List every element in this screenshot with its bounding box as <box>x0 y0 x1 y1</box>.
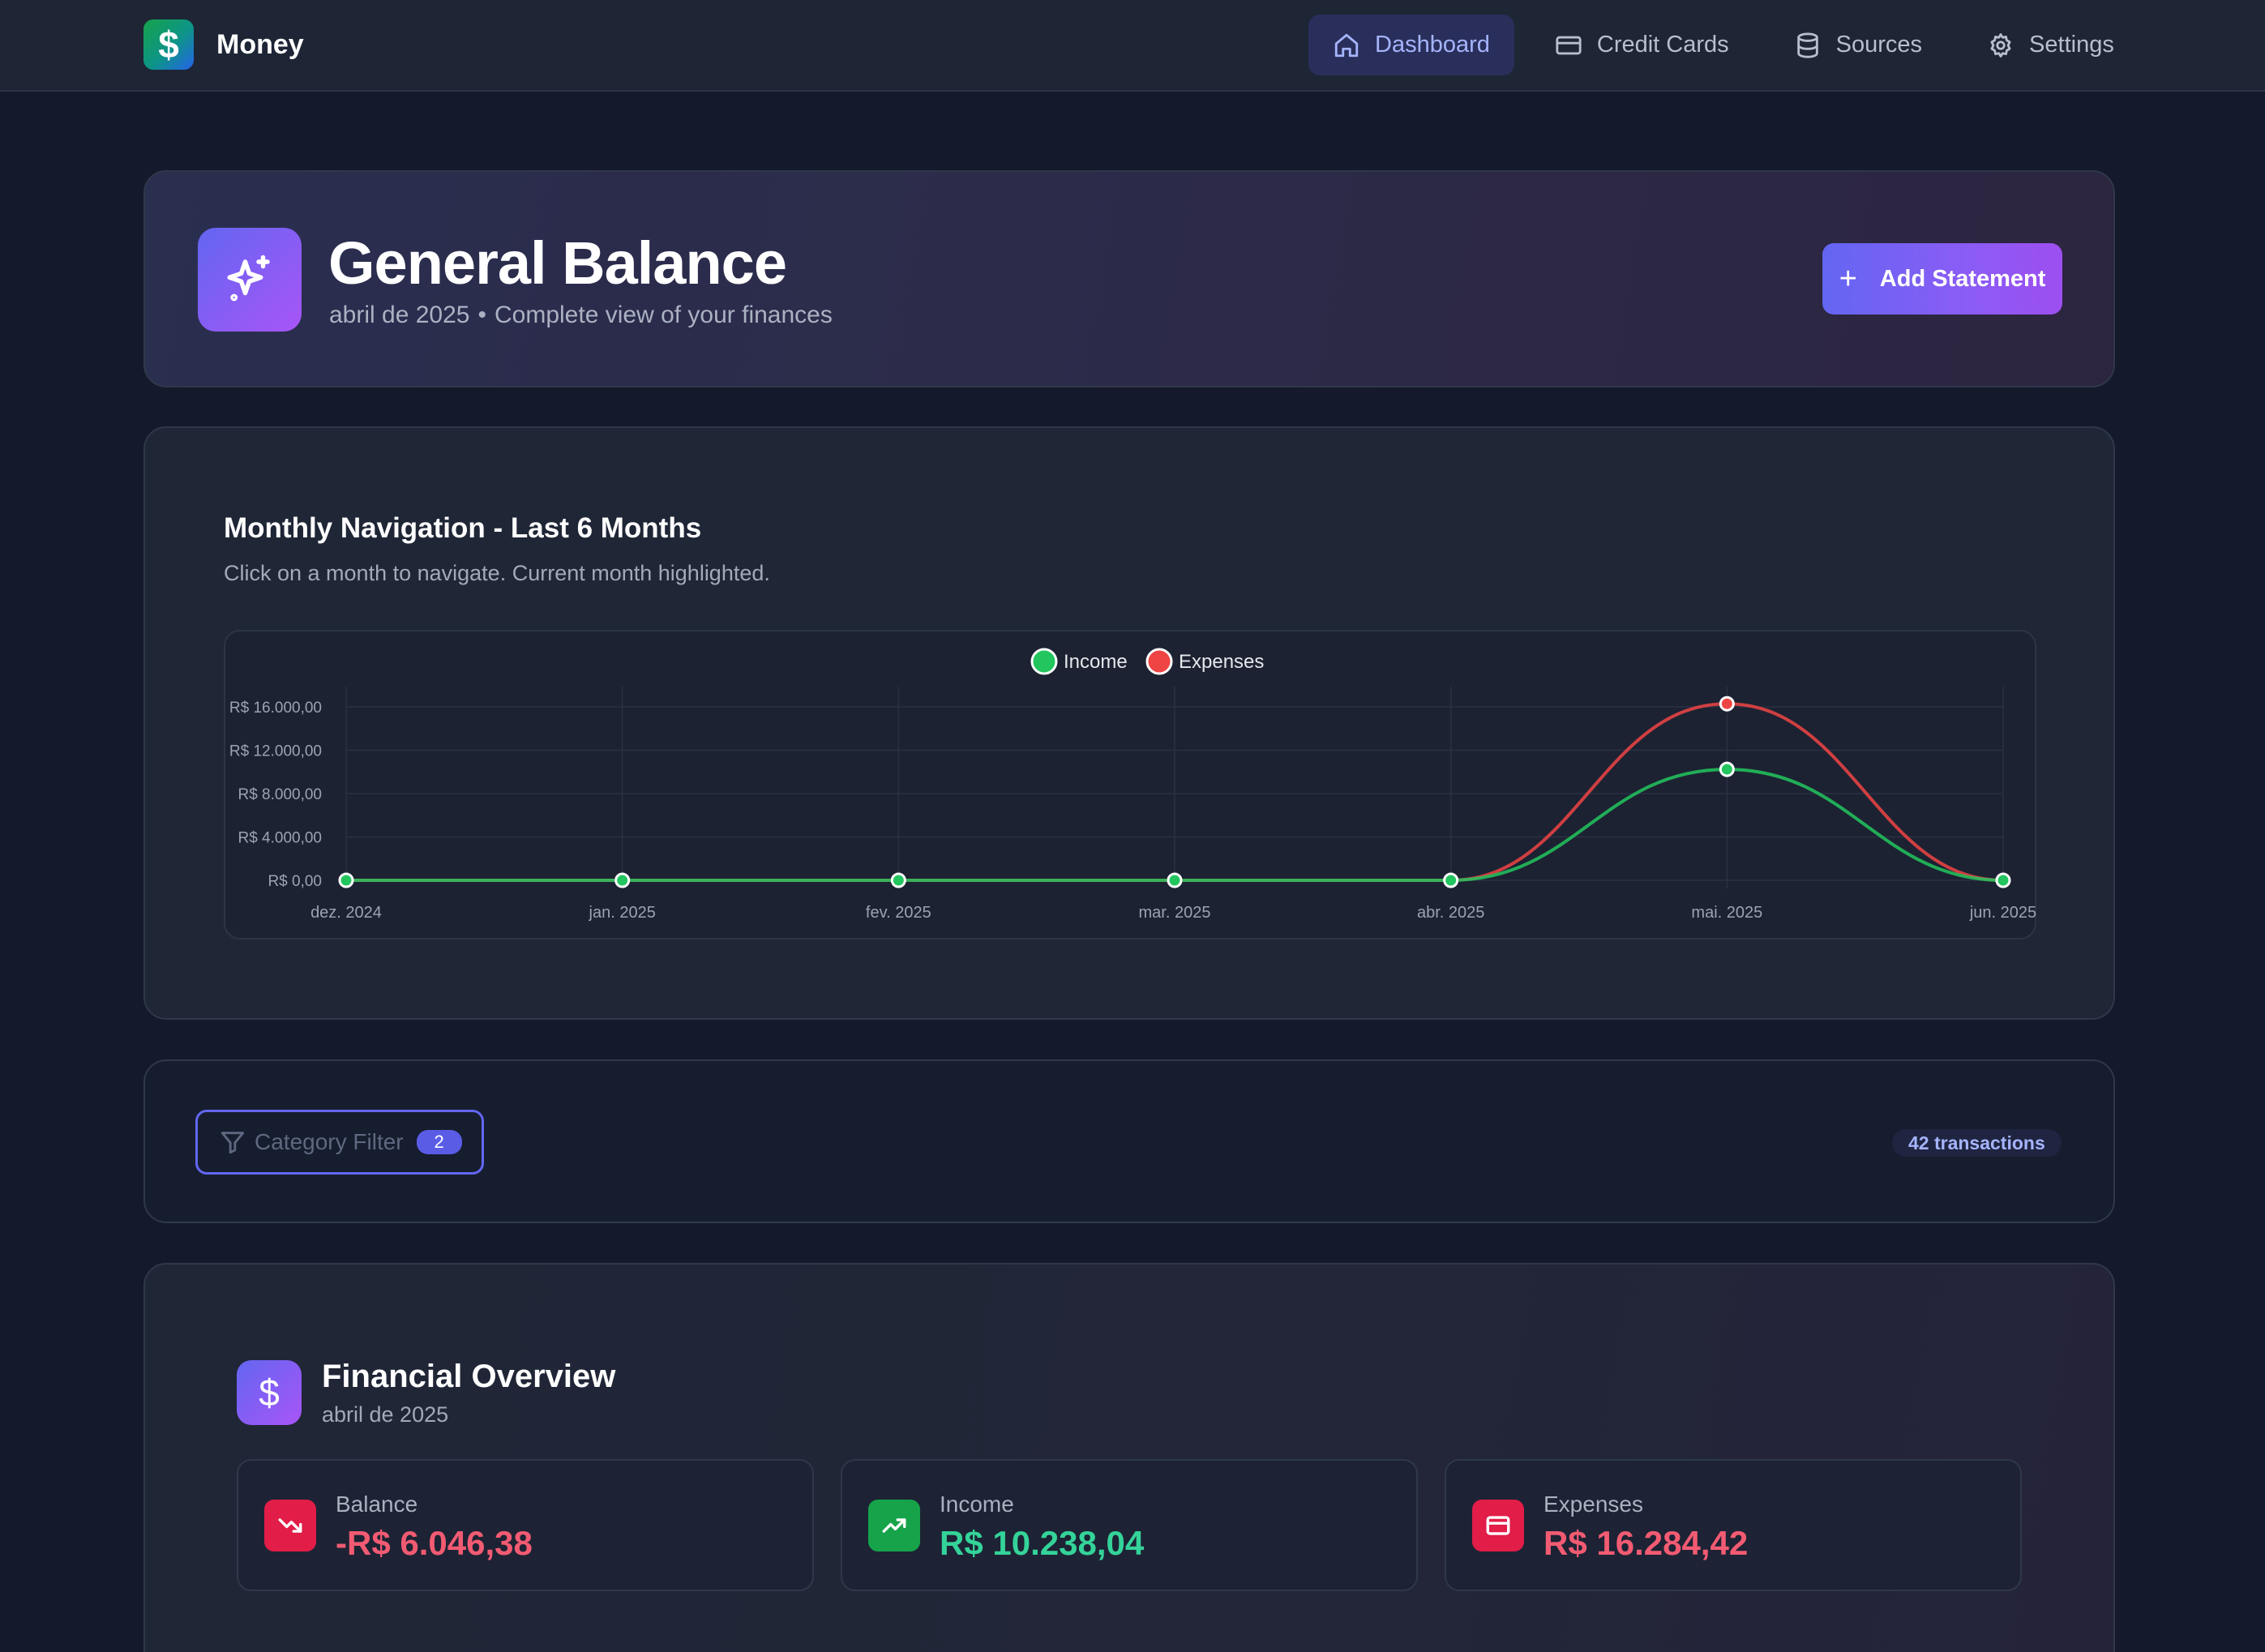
nav-item-label: Credit Cards <box>1596 32 1729 58</box>
trending-down-icon <box>264 1500 316 1551</box>
legend-marker-income <box>1030 648 1058 675</box>
credit-card-icon <box>1472 1500 1524 1551</box>
legend-label-income: Income <box>1064 651 1128 673</box>
y-tick-label: R$ 4.000,00 <box>238 830 322 847</box>
data-point-expenses <box>1719 695 1735 712</box>
transaction-count-badge: 42 transactions <box>1892 1129 2062 1157</box>
brand[interactable]: $ Money <box>143 19 304 70</box>
trending-up-icon <box>868 1500 920 1551</box>
overview-month: abril de 2025 <box>322 1402 449 1427</box>
balance-label: Balance <box>336 1492 418 1517</box>
x-tick-label: jun. 2025 <box>1969 904 2036 922</box>
add-statement-label: Add Statement <box>1879 265 2046 292</box>
balance-stat-card: Balance -R$ 6.046,38 <box>237 1459 814 1591</box>
data-point-income <box>338 872 354 888</box>
expenses-label: Expenses <box>1544 1492 1643 1517</box>
page-subtitle: abril de 2025 • Complete view of your fina… <box>329 302 833 329</box>
balance-value: -R$ 6.046,38 <box>336 1524 533 1562</box>
legend-marker-expenses <box>1145 648 1173 675</box>
income-value: R$ 10.238,04 <box>940 1524 1145 1562</box>
x-tick-label: jan. 2025 <box>589 904 656 922</box>
current-month: abril de 2025 <box>329 302 470 328</box>
nav-item-sources[interactable]: Sources <box>1770 15 1946 75</box>
database-icon <box>1796 32 1818 58</box>
data-point-income <box>890 872 906 888</box>
main-nav: Dashboard Credit Cards Sources Settings <box>1308 15 2155 75</box>
nav-item-label: Settings <box>2029 32 2114 58</box>
top-navigation-bar: $ Money Dashboard Credit Cards Sources S… <box>0 0 2265 92</box>
overview-title: Financial Overview <box>322 1359 616 1394</box>
line-chart-svg[interactable]: R$ 0,00 R$ 4.000,00 R$ 8.000,00 R$ 12.000,0… <box>225 631 2038 941</box>
dollar-icon: $ <box>237 1360 302 1425</box>
y-tick-label: R$ 12.000,00 <box>229 743 322 760</box>
y-tick-label: R$ 0,00 <box>268 873 322 890</box>
financial-overview-card: $ Financial Overview abril de 2025 Balan… <box>143 1263 2115 1652</box>
gear-icon <box>1990 32 2011 58</box>
x-tick-label: mai. 2025 <box>1691 904 1762 922</box>
x-tick-label: dez. 2024 <box>310 904 382 922</box>
data-point-income <box>1719 761 1735 777</box>
data-point-income <box>1167 872 1183 888</box>
x-tick-label: mar. 2025 <box>1139 904 1211 922</box>
credit-card-svg <box>1486 1516 1510 1535</box>
nav-item-label: Dashboard <box>1375 32 1490 58</box>
filter-bar: Category Filter 2 42 transactions <box>143 1059 2115 1223</box>
credit-card-icon <box>1556 36 1582 54</box>
funnel-icon <box>221 1132 245 1154</box>
sparkles-icon <box>227 255 270 302</box>
subtitle-separator: • <box>477 302 486 328</box>
trending-up-svg <box>882 1518 906 1533</box>
trending-down-svg <box>278 1518 302 1533</box>
income-stat-card: Income R$ 10.238,04 <box>841 1459 1418 1591</box>
y-tick-label: R$ 8.000,00 <box>238 786 322 803</box>
data-point-income <box>1443 872 1459 888</box>
nav-item-credit-cards[interactable]: Credit Cards <box>1531 15 1753 75</box>
chart-section-subtitle: Click on a month to navigate. Current mo… <box>224 561 770 585</box>
expenses-value: R$ 16.284,42 <box>1544 1524 1749 1562</box>
x-tick-label: abr. 2025 <box>1417 904 1484 922</box>
filter-count-badge: 2 <box>416 1130 462 1154</box>
home-icon <box>1334 33 1359 57</box>
income-label: Income <box>940 1492 1014 1517</box>
nav-item-settings[interactable]: Settings <box>1963 15 2139 75</box>
x-tick-label: fev. 2025 <box>866 904 931 922</box>
plus-icon: + <box>1839 261 1857 296</box>
monthly-chart[interactable]: R$ 0,00 R$ 4.000,00 R$ 8.000,00 R$ 12.000,0… <box>224 630 2036 939</box>
category-filter-label: Category Filter <box>255 1129 404 1154</box>
brand-name: Money <box>216 28 304 60</box>
data-point-income <box>614 872 631 888</box>
chart-section-title: Monthly Navigation - Last 6 Months <box>224 512 702 544</box>
legend-label-expenses: Expenses <box>1179 651 1264 673</box>
add-statement-button[interactable]: + Add Statement <box>1822 243 2062 315</box>
category-filter-button[interactable]: Category Filter 2 <box>195 1110 484 1175</box>
data-point-income <box>1995 872 2011 888</box>
monthly-navigation-card: Monthly Navigation - Last 6 Months Click… <box>143 426 2115 1020</box>
general-balance-header: General Balance abril de 2025 • Complete v… <box>143 170 2115 387</box>
expenses-stat-card: Expenses R$ 16.284,42 <box>1445 1459 2022 1591</box>
page-title: General Balance <box>328 229 787 297</box>
y-tick-label: R$ 16.000,00 <box>229 700 322 717</box>
sparkles-icon-tile <box>198 228 302 332</box>
nav-item-dashboard[interactable]: Dashboard <box>1308 15 1514 75</box>
nav-item-label: Sources <box>1835 32 1923 58</box>
subtitle-text: Complete view of your finances <box>494 302 833 328</box>
dollar-logo-icon: $ <box>143 19 194 70</box>
